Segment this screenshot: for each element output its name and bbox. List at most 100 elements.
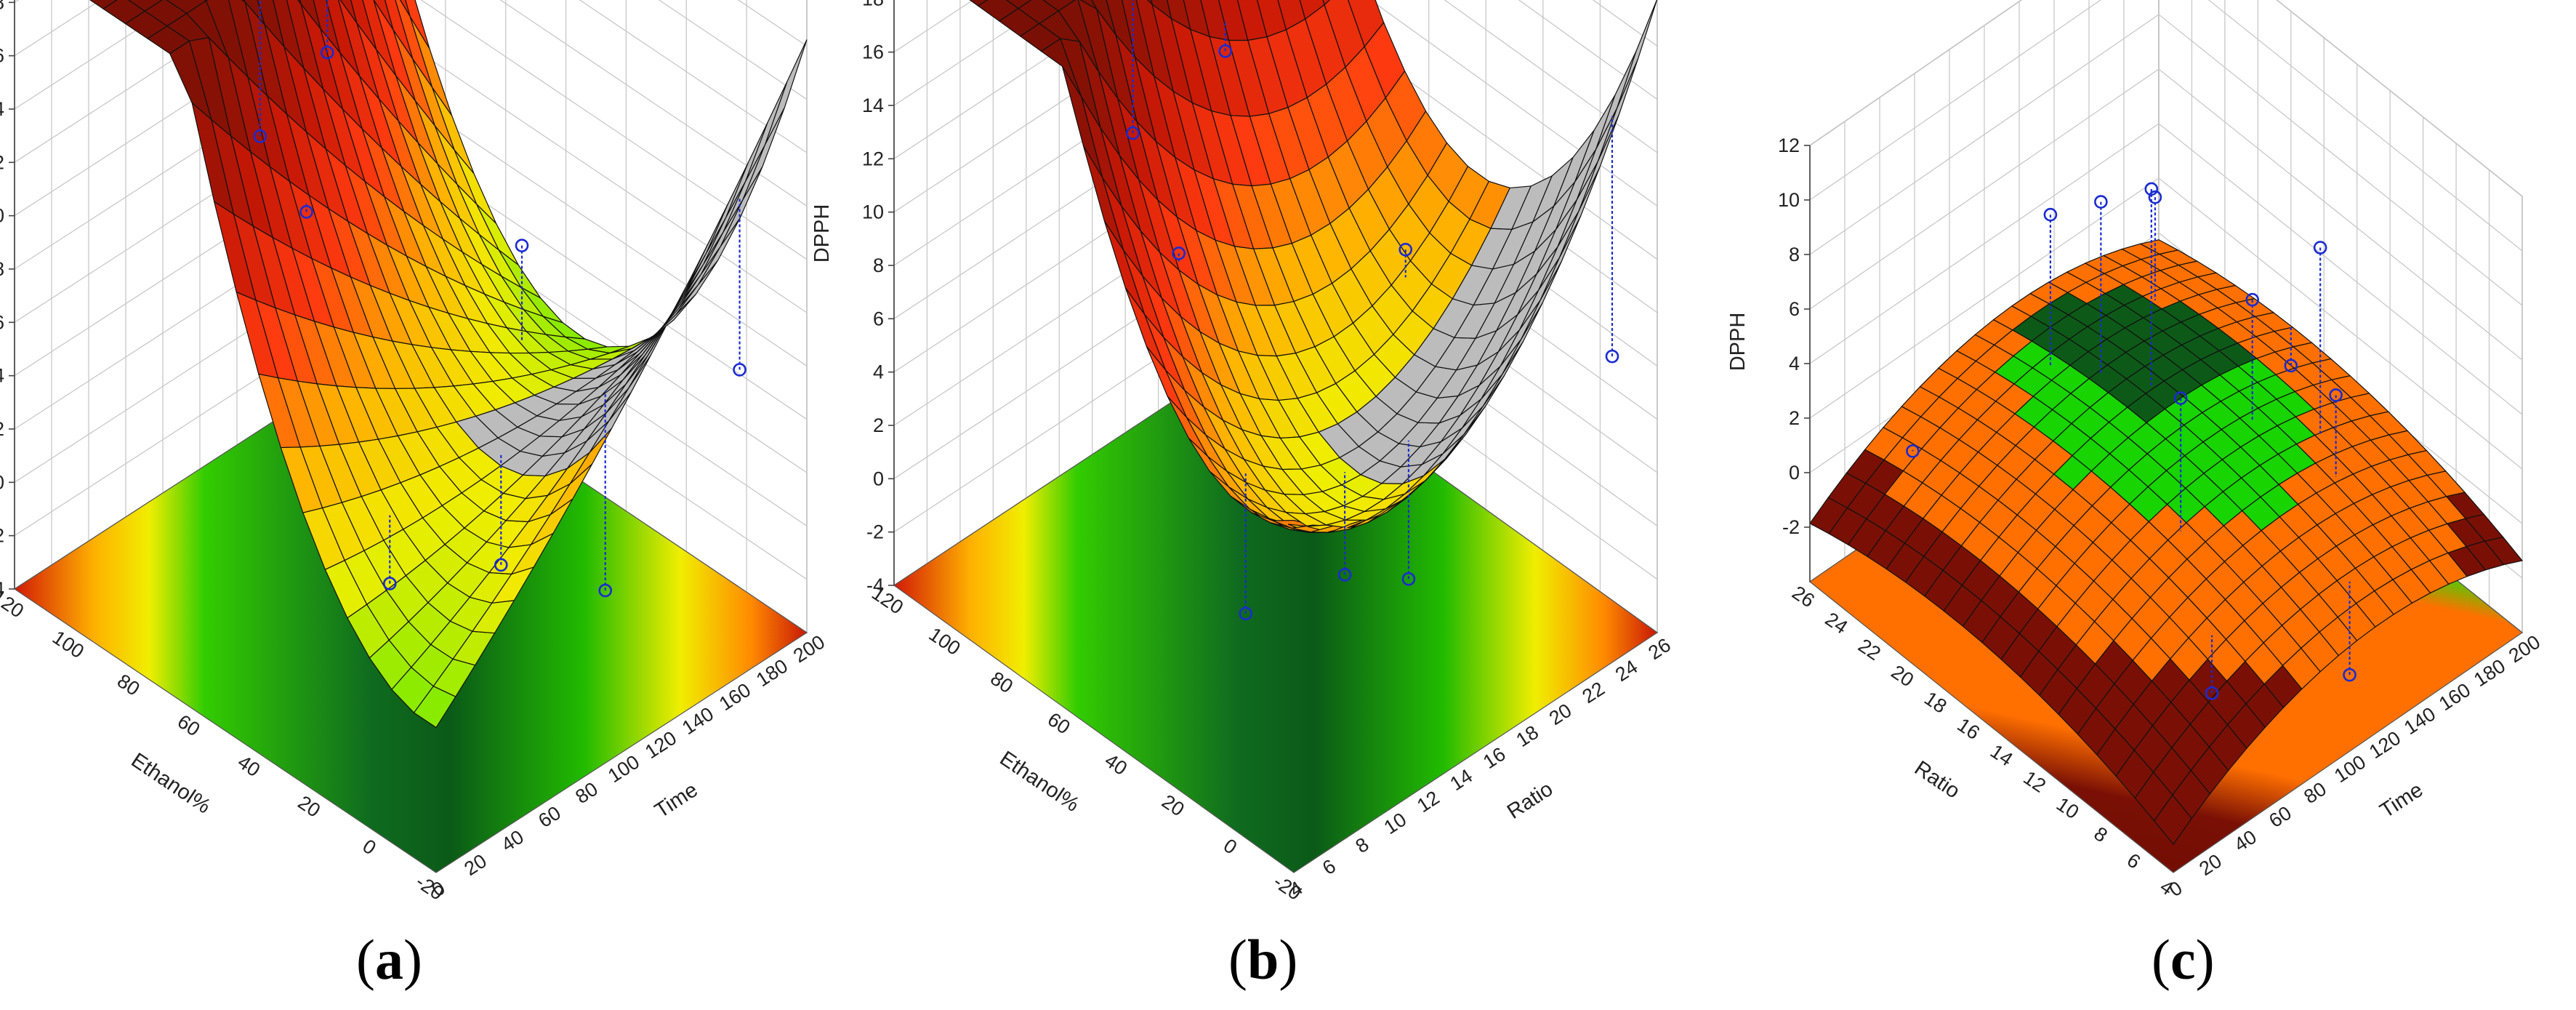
y-tick-label: 14 <box>1987 740 2017 771</box>
z-tick-label: 0 <box>0 471 4 493</box>
y-tick-label: 40 <box>234 751 265 782</box>
y-tick-label: 12 <box>2019 766 2050 797</box>
data-point <box>2173 391 2188 405</box>
y-tick-label: 20 <box>294 791 324 822</box>
data-point <box>253 129 267 143</box>
y-tick-label: 0 <box>1220 834 1241 858</box>
y-tick-label: 60 <box>174 710 204 741</box>
z-tick-label: 6 <box>873 308 884 329</box>
z-tick-label: -2 <box>1782 516 1800 538</box>
y-axis-label: Ratio <box>1910 756 1964 803</box>
y-tick-label: 8 <box>2090 822 2112 846</box>
data-point <box>1126 126 1140 140</box>
data-point <box>2144 182 2159 196</box>
panel-label-a-letter: a <box>374 928 403 991</box>
y-tick-label: 20 <box>1888 661 1918 692</box>
data-point <box>2043 207 2058 222</box>
x-axis-label: Ratio <box>1503 777 1557 824</box>
z-tick-label: 0 <box>873 468 884 489</box>
z-tick-label: 2 <box>0 418 4 440</box>
y-axis-label: Ethanol% <box>996 747 1084 817</box>
data-point <box>2313 241 2327 254</box>
z-tick-label: -4 <box>0 578 4 600</box>
wall-gridline <box>14 0 808 207</box>
data-point <box>382 577 397 590</box>
panel-label-b: (b) <box>1228 928 1298 991</box>
z-tick-label: -2 <box>866 521 884 543</box>
wall-gridline <box>1809 0 2523 197</box>
data-point <box>1398 242 1413 257</box>
z-tick-label: 12 <box>0 151 4 173</box>
z-tick-label: 16 <box>0 45 4 67</box>
y-tick-label: 6 <box>2123 849 2144 873</box>
z-axis-label: DPPH <box>810 204 834 263</box>
panel-label-b-letter: b <box>1247 928 1279 991</box>
data-point <box>2094 195 2108 209</box>
data-point <box>1401 572 1416 586</box>
wall-gridline <box>893 0 1658 207</box>
data-point <box>2148 190 2162 204</box>
z-tick-label: 4 <box>0 365 4 387</box>
x-axis-label: Time <box>651 778 702 822</box>
data-point <box>1218 44 1232 58</box>
z-tick-label: 8 <box>0 258 4 280</box>
data-point <box>515 239 529 252</box>
response-surface <box>89 0 808 729</box>
wall-gridline <box>893 0 1658 100</box>
response-surface <box>969 0 1658 533</box>
data-point <box>1337 568 1352 582</box>
y-tick-label: 18 <box>1920 687 1951 718</box>
z-tick-label: 10 <box>862 201 884 223</box>
data-point <box>299 205 313 219</box>
z-tick-label: 4 <box>873 361 884 383</box>
data-point <box>2343 668 2356 682</box>
x-tick-label: 8 <box>1352 833 1373 857</box>
z-tick-label: 12 <box>862 148 884 169</box>
y-tick-label: 80 <box>113 670 144 700</box>
panel-label-a: (a) <box>356 928 422 991</box>
data-point <box>2205 686 2219 700</box>
data-point <box>598 583 613 598</box>
y-tick-label: 26 <box>1788 582 1819 612</box>
wall-gridline <box>893 0 1658 260</box>
surface-cell <box>765 39 808 145</box>
data-point <box>2329 388 2343 402</box>
y-tick-label: 22 <box>1854 634 1885 665</box>
y-tick-label: 10 <box>2053 793 2083 824</box>
surface-cell <box>2484 537 2524 566</box>
z-tick-label: 10 <box>1778 189 1800 211</box>
chart-panel-a: -4-202468101214161820DPPH020406080100120… <box>0 0 829 905</box>
y-tick-label: 20 <box>1158 790 1188 821</box>
data-point <box>1172 247 1186 260</box>
z-tick-label: 14 <box>0 98 4 120</box>
data-point <box>2284 358 2298 373</box>
x-axis-label: Time <box>2376 778 2428 822</box>
z-tick-label: -4 <box>866 574 884 596</box>
data-point <box>2245 292 2260 307</box>
surface-cell <box>1005 0 1032 9</box>
data-point <box>733 363 746 377</box>
z-tick-label: 10 <box>0 205 4 227</box>
panel-label-c-letter: c <box>2170 928 2196 991</box>
y-tick-label: 80 <box>986 668 1017 698</box>
z-axis-label: DPPH <box>1726 313 1750 372</box>
z-tick-label: 16 <box>862 41 884 63</box>
surface-cell <box>1617 0 1658 108</box>
chart-panel-b: -4-202468101214161820DPPH468101214161820… <box>810 0 1675 905</box>
data-point <box>320 45 334 60</box>
wall-gridline <box>14 0 808 260</box>
z-tick-label: 8 <box>1789 244 1800 265</box>
x-tick-label: 6 <box>1319 855 1340 879</box>
z-tick-label: 18 <box>862 0 884 9</box>
y-tick-label: 24 <box>1822 608 1852 638</box>
z-tick-label: 8 <box>873 254 884 276</box>
data-point <box>1605 349 1619 364</box>
y-tick-label: 40 <box>1100 749 1131 779</box>
z-tick-label: 12 <box>1778 135 1800 156</box>
wall-gridline <box>1809 0 2523 252</box>
z-tick-label: -2 <box>0 525 4 547</box>
z-tick-label: 6 <box>0 311 4 333</box>
data-point <box>1239 606 1253 621</box>
z-tick-label: 4 <box>1789 353 1800 374</box>
